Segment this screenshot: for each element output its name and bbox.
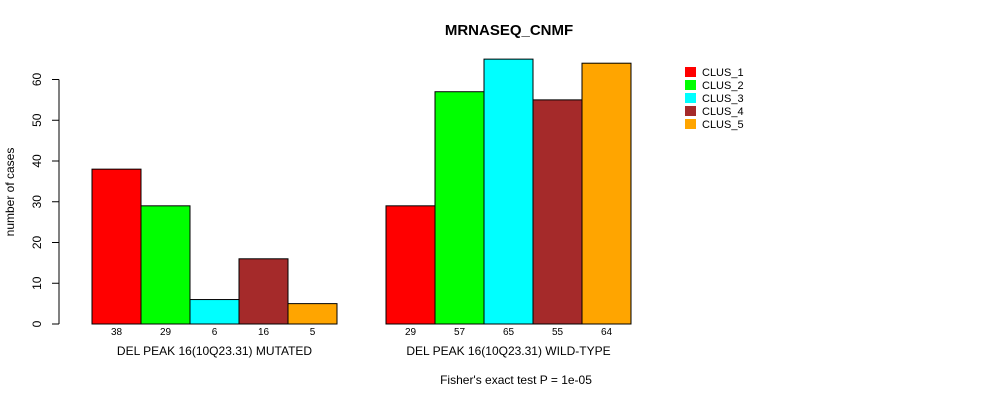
y-tick-label: 20 [30,236,44,250]
y-tick-label: 40 [30,154,44,168]
fisher-test-footnote: Fisher's exact test P = 1e-05 [440,373,592,387]
bar-value-label: 64 [601,327,613,338]
group-labels: DEL PEAK 16(10Q23.31) MUTATED DEL PEAK 16… [117,344,611,358]
legend-swatch [685,93,696,103]
y-tick-label: 60 [30,73,44,87]
bar-value-labels: 38 29 6 16 5 29 57 65 55 64 [111,327,613,338]
bar-clus-4 [238,258,289,325]
y-axis-ticks: 0 10 20 30 40 50 60 [30,73,59,327]
bar-clus-5 [287,303,338,325]
group-label: DEL PEAK 16(10Q23.31) MUTATED [117,344,313,358]
legend-swatch [685,67,696,77]
legend-label: CLUS_5 [702,119,744,131]
bar-clus-3 [189,299,240,325]
bar-value-label: 55 [552,327,564,338]
bar-clus-2 [434,91,485,325]
legend-swatch [685,119,696,129]
y-axis-label: number of cases [3,148,17,237]
bars [91,58,632,325]
chart-title: MRNASEQ_CNMF [445,22,573,39]
legend-swatch [685,106,696,116]
bar-value-label: 29 [405,327,417,338]
bar-value-label: 38 [111,327,123,338]
bar-value-label: 29 [160,327,172,338]
bar-clus-3 [483,58,534,325]
legend-label: CLUS_3 [702,93,744,105]
bar-clus-4 [532,99,583,325]
bar-value-label: 6 [212,327,218,338]
bar-value-label: 5 [310,327,316,338]
group-label: DEL PEAK 16(10Q23.31) WILD-TYPE [406,344,610,358]
legend-swatch [685,80,696,90]
bar-value-label: 16 [258,327,270,338]
bar-clus-5 [581,62,632,325]
bar-value-label: 65 [503,327,515,338]
bar-value-label: 57 [454,327,466,338]
y-tick-label: 0 [30,320,44,327]
bar-clus-2 [140,205,191,325]
legend-label: CLUS_4 [702,106,744,118]
bar-clus-1 [385,205,436,325]
bar-clus-1 [91,168,142,325]
legend-label: CLUS_2 [702,80,744,92]
y-tick-label: 10 [30,276,44,290]
legend-label: CLUS_1 [702,67,744,79]
y-tick-label: 50 [30,113,44,127]
y-tick-label: 30 [30,195,44,209]
